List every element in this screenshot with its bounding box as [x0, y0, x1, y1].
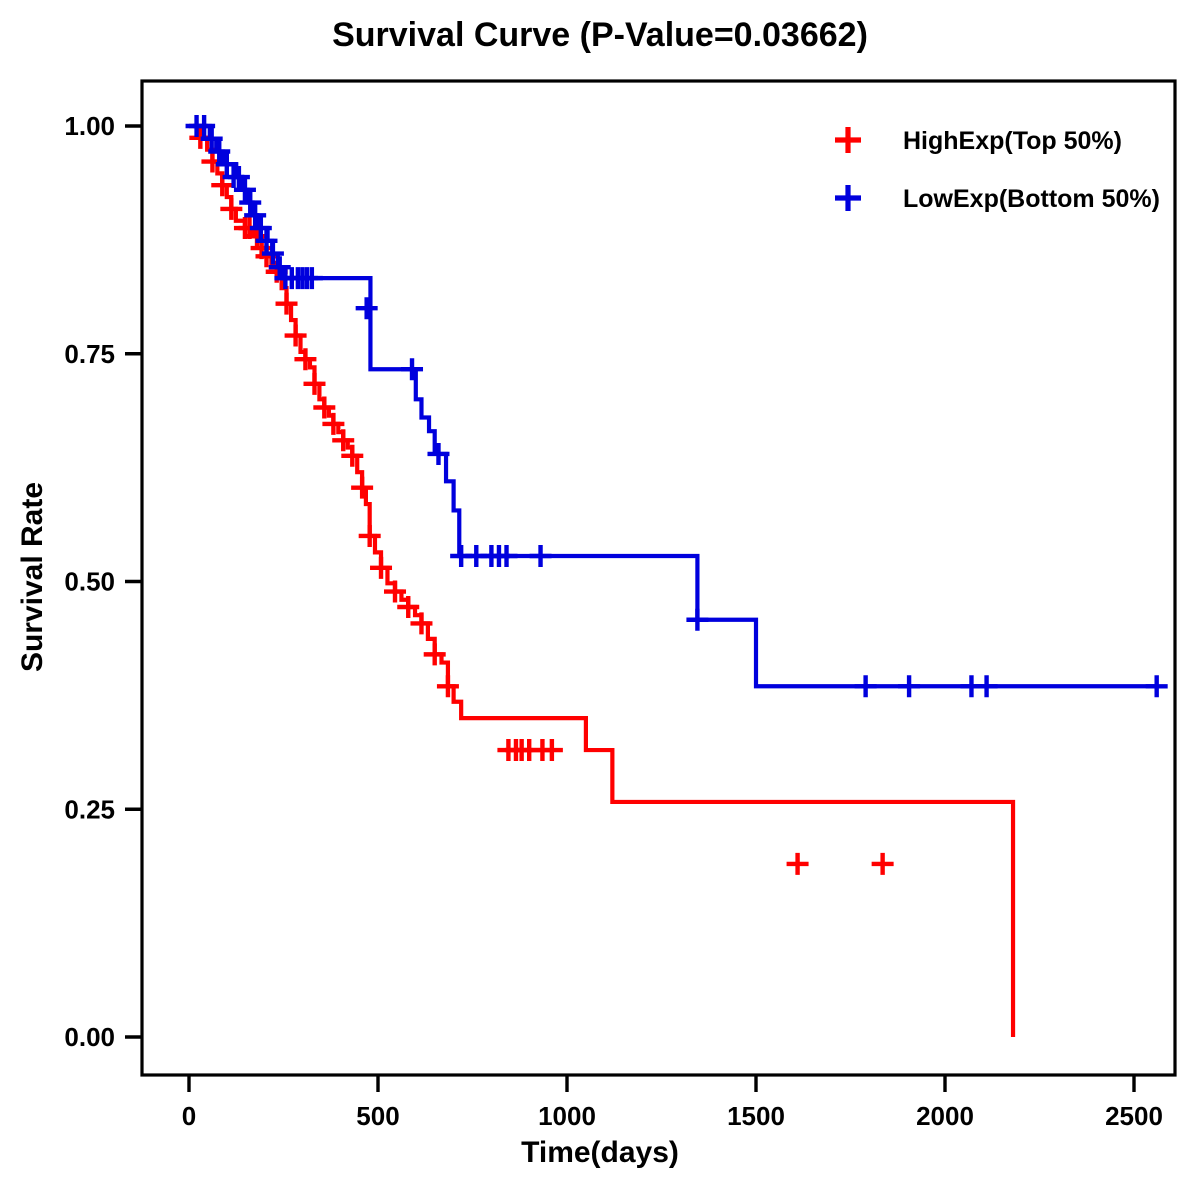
- x-tick-label: 500: [356, 1101, 399, 1131]
- x-tick-label: 2500: [1105, 1101, 1163, 1131]
- x-tick-label: 1500: [727, 1101, 785, 1131]
- censor-mark: [261, 242, 284, 265]
- x-axis-label: Time(days): [521, 1136, 679, 1169]
- censor-mark: [686, 608, 709, 631]
- chart-title: Survival Curve (P-Value=0.03662): [332, 16, 868, 54]
- censor-mark: [871, 852, 894, 875]
- censor-marks: [185, 115, 1168, 698]
- censor-mark: [239, 191, 262, 214]
- censor-mark: [255, 229, 278, 252]
- censor-mark: [529, 544, 552, 567]
- legend-label: HighExp(Top 50%): [903, 127, 1122, 155]
- censor-mark: [249, 217, 272, 240]
- y-tick-label: 1.00: [64, 111, 115, 141]
- legend-item[interactable]: HighExp(Top 50%): [835, 127, 1122, 155]
- censor-mark: [370, 556, 393, 579]
- censor-mark: [384, 580, 407, 603]
- y-tick-label: 0.00: [64, 1022, 115, 1052]
- censor-mark: [303, 372, 326, 395]
- censor-mark: [495, 544, 518, 567]
- censor-mark: [401, 358, 424, 381]
- censor-mark: [215, 153, 238, 176]
- censor-mark: [786, 852, 809, 875]
- censor-mark: [211, 174, 234, 197]
- censor-mark: [436, 675, 459, 698]
- censor-mark: [423, 643, 446, 666]
- plot-frame: [140, 79, 1177, 1077]
- censor-mark: [193, 115, 216, 137]
- legend-label: LowExp(Bottom 50%): [903, 185, 1160, 213]
- y-tick-label: 0.25: [64, 794, 115, 824]
- censor-mark: [898, 675, 921, 698]
- censor-mark: [284, 324, 307, 347]
- censor-mark: [200, 127, 223, 150]
- censor-marks: [189, 126, 894, 875]
- series-layer: [185, 115, 1168, 1037]
- legend-item[interactable]: LowExp(Bottom 50%): [835, 185, 1160, 213]
- censor-mark: [220, 197, 243, 220]
- legend-plus-icon: [835, 185, 861, 211]
- survival-series: [185, 115, 1168, 698]
- x-tick-label: 2000: [916, 1101, 974, 1131]
- censor-mark: [427, 442, 450, 465]
- survival-series: [189, 123, 1016, 1037]
- censor-mark: [397, 596, 420, 619]
- legend-plus-icon: [835, 127, 861, 153]
- y-tick-label: 0.75: [64, 339, 115, 369]
- censor-mark: [322, 412, 345, 435]
- censor-mark: [410, 612, 433, 635]
- censor-mark: [355, 297, 378, 320]
- censor-mark: [332, 429, 355, 452]
- x-tick-label: 1000: [538, 1101, 596, 1131]
- censor-mark: [313, 396, 336, 419]
- censor-mark: [341, 444, 364, 467]
- x-axis-ticks: 0 500 1000 1500 2000 2500: [182, 1075, 1163, 1131]
- censor-mark: [300, 267, 323, 290]
- censor-mark: [227, 166, 250, 189]
- censor-mark: [294, 348, 317, 371]
- censor-mark: [854, 675, 877, 698]
- censor-mark: [233, 178, 256, 201]
- censor-mark: [244, 204, 267, 227]
- x-tick-label: 0: [182, 1101, 196, 1131]
- y-axis-ticks: 0.00 0.25 0.50 0.75 1.00: [64, 111, 142, 1052]
- censor-mark: [540, 739, 563, 762]
- censor-mark: [351, 476, 374, 499]
- censor-mark: [975, 675, 998, 698]
- y-tick-label: 0.50: [64, 567, 115, 597]
- censor-mark: [358, 524, 381, 547]
- survival-step-line: [189, 123, 1016, 1037]
- censor-mark: [208, 140, 231, 163]
- chart-legend: HighExp(Top 50%) LowExp(Bottom 50%): [835, 127, 1160, 213]
- censor-mark: [275, 292, 298, 315]
- censor-mark: [1145, 675, 1168, 698]
